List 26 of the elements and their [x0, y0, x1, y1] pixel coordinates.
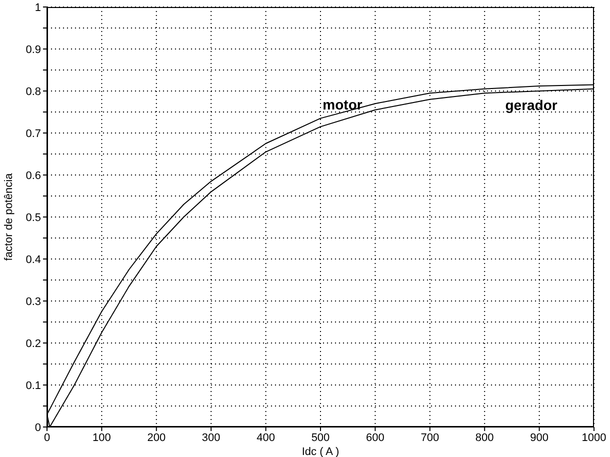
x-tick-label: 500 — [311, 432, 330, 444]
x-tick-label: 1000 — [582, 432, 606, 444]
x-tick-label: 800 — [475, 432, 494, 444]
x-tick-label: 0 — [44, 432, 50, 444]
y-tick-label: 0.4 — [26, 254, 41, 266]
y-tick-label: 1 — [34, 2, 41, 14]
x-tick-label: 700 — [420, 432, 440, 444]
y-tick-label: 0 — [34, 422, 41, 434]
y-tick-label: 0.3 — [26, 296, 41, 308]
y-tick-label: 0.6 — [26, 170, 41, 182]
y-tick-label: 0.8 — [26, 86, 41, 98]
y-tick-label: 0.1 — [26, 380, 41, 392]
x-axis-title: Idc ( A ) — [302, 446, 340, 457]
x-tick-label: 900 — [530, 432, 548, 444]
y-tick-label: 0.7 — [26, 128, 41, 140]
series-label: gerador — [505, 96, 558, 113]
series-label: motor — [322, 96, 363, 112]
y-axis-title: factor de potência — [2, 172, 15, 261]
y-tick-label: 0.2 — [26, 338, 41, 350]
x-tick-label: 200 — [147, 432, 166, 444]
y-tick-label: 0.9 — [26, 44, 41, 56]
x-tick-label: 300 — [202, 432, 220, 444]
x-tick-label: 100 — [92, 432, 111, 444]
y-tick-label: 0.5 — [26, 212, 41, 224]
x-tick-label: 400 — [256, 432, 275, 444]
x-tick-label: 600 — [366, 432, 384, 444]
